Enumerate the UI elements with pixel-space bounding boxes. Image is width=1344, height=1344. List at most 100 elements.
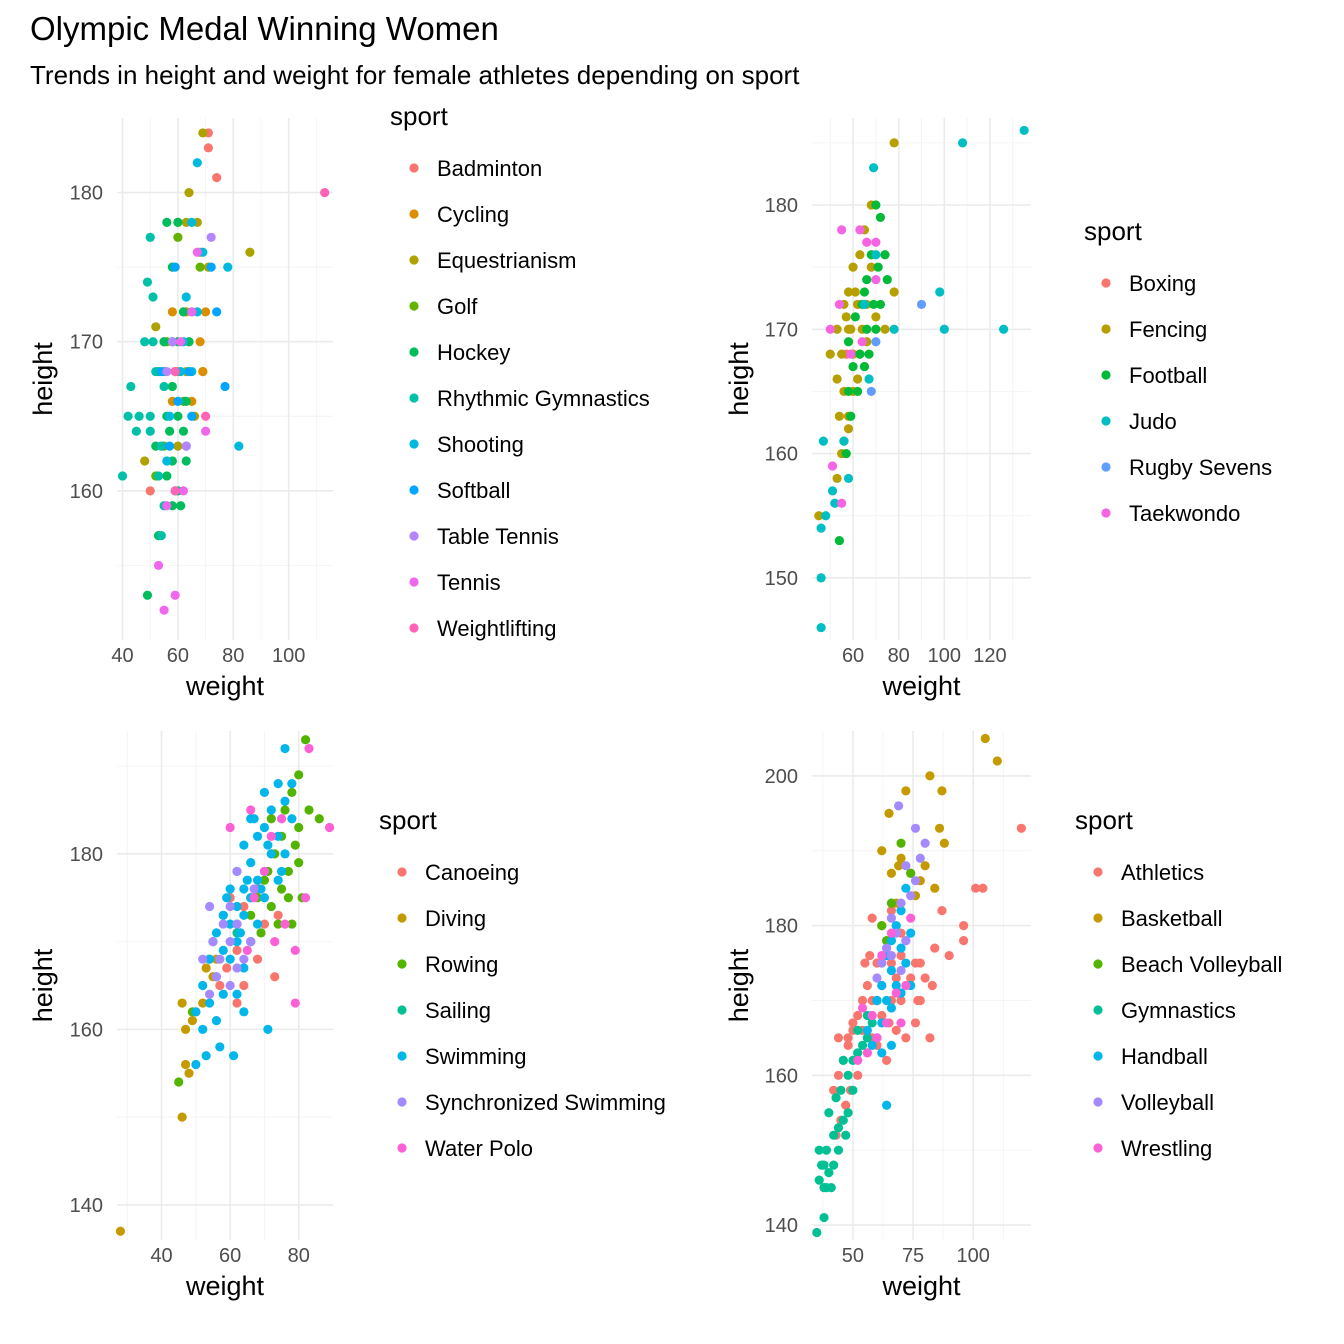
legend-label: Boxing [1129,271,1196,296]
data-point [833,1145,844,1155]
data-point [212,307,222,317]
data-point [142,590,153,600]
y-tick-label: 160 [70,481,103,503]
data-point [187,1016,198,1026]
data-point [871,337,881,347]
data-point [889,138,899,148]
data-point [871,312,881,322]
data-point [843,337,854,347]
y-axis-label: height [724,342,754,416]
data-point [225,901,235,912]
data-point [864,349,874,359]
data-point [886,1003,897,1013]
data-point [827,486,838,496]
data-point [215,1042,225,1052]
data-point [850,312,860,322]
data-point [234,441,244,451]
data-point [283,866,294,877]
data-point [868,163,879,173]
data-point [848,1018,858,1028]
data-point [203,143,213,153]
data-point [300,893,311,903]
data-point [201,426,211,436]
data-point [191,1007,201,1017]
data-point [192,247,202,257]
data-point [882,274,892,285]
data-point [290,945,300,955]
data-point [886,950,897,961]
data-point [816,573,826,583]
data-point [232,945,242,955]
data-point [896,950,906,961]
legend-key [409,439,419,449]
data-point [159,605,169,615]
data-point [846,349,856,359]
data-point [992,756,1002,766]
data-point [841,448,851,459]
data-point [290,840,300,850]
data-point [843,473,854,484]
data-point [886,906,897,916]
legend-key [1101,324,1111,334]
data-point [208,937,218,947]
data-point [276,866,287,877]
legend-label: Rhythmic Gymnastics [437,386,650,411]
data-point [249,814,259,824]
data-point [165,411,175,421]
data-point [181,441,191,451]
x-tick-label: 100 [928,645,961,667]
data-point [882,1055,892,1065]
data-point [145,486,155,496]
data-point [181,456,191,466]
data-point [178,486,189,496]
data-point [173,232,183,242]
data-point [978,883,988,893]
data-point [204,998,215,1008]
data-point [821,1145,832,1155]
data-point [249,893,259,903]
data-point [925,771,935,781]
data-point [826,1183,836,1193]
data-point [266,901,276,912]
data-point [222,893,232,903]
data-point [198,366,208,377]
data-point [841,1130,851,1140]
data-point [283,893,294,903]
data-point [886,1040,897,1050]
data-point [173,396,183,406]
data-point [857,995,868,1006]
data-point [206,262,216,272]
data-point [263,840,273,850]
data-point [831,1093,841,1103]
data-point [862,237,872,247]
data-point [177,1112,187,1122]
x-axis-label: weight [881,671,961,701]
data-point [848,262,858,272]
data-point [239,954,249,964]
data-point [910,1018,921,1028]
data-point [818,436,829,446]
data-point [920,861,930,871]
data-point [159,337,169,347]
data-point [145,411,155,421]
data-point [239,1007,249,1017]
x-tick-label: 60 [219,1245,241,1267]
legend-key [1093,1051,1103,1061]
data-point [877,1010,887,1021]
legend-key [397,1051,407,1061]
data-point [866,386,876,397]
x-tick-label: 120 [973,645,1006,667]
x-tick-label: 100 [957,1245,990,1267]
data-point [896,838,906,848]
data-point [829,1130,839,1140]
data-point [812,1227,822,1238]
data-point [896,995,906,1006]
data-point [215,954,225,964]
data-point [853,1025,863,1036]
data-point [156,531,166,541]
data-point [901,935,911,946]
data-point [916,299,927,310]
data-point [814,511,824,521]
y-tick-label: 160 [70,1019,103,1041]
data-point [153,471,164,481]
